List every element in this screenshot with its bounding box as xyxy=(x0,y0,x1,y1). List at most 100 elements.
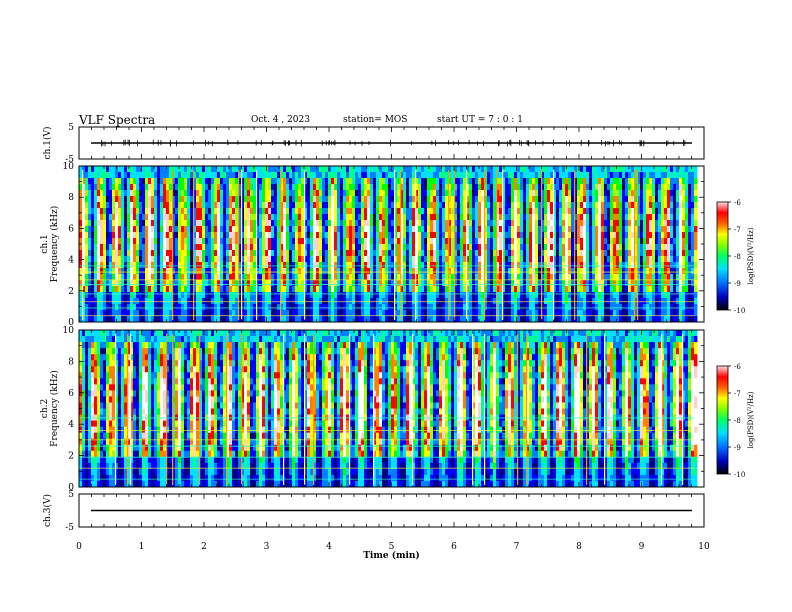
spectrogram-cell xyxy=(307,286,311,293)
spectrogram-cell xyxy=(91,292,95,299)
spectrogram-cell xyxy=(421,298,425,305)
spectrogram-cell xyxy=(304,166,308,173)
spectrogram-cell xyxy=(562,184,566,191)
spectrogram-cell xyxy=(541,232,545,239)
spectrogram-cell xyxy=(319,208,323,215)
spectrogram-cell xyxy=(133,304,137,311)
spectrogram-cell xyxy=(340,166,344,173)
spectrogram-cell xyxy=(163,172,167,179)
spectrogram-cell xyxy=(115,232,119,239)
spectrogram-cell xyxy=(646,274,650,281)
spectrogram-cell xyxy=(520,268,524,275)
spectrogram-cell xyxy=(181,226,185,233)
spectrogram-cell xyxy=(277,304,281,311)
spectrogram-cell xyxy=(544,286,548,293)
spectrogram-cell xyxy=(274,280,278,287)
spectrogram-cell xyxy=(565,280,569,287)
spectrogram-cell xyxy=(631,196,635,203)
spectrogram-cell xyxy=(598,256,602,263)
spectrogram-cell xyxy=(328,286,332,293)
spectrogram-cell xyxy=(619,184,623,191)
spectrogram-cell xyxy=(643,202,647,209)
spectrogram-cell xyxy=(511,220,515,227)
spectrogram-cell xyxy=(202,226,206,233)
spectrogram-cell xyxy=(184,244,188,251)
spectrogram-cell xyxy=(238,190,242,197)
spectrogram-cell xyxy=(184,256,188,263)
spectrogram-cell xyxy=(364,304,368,311)
spectrogram-cell xyxy=(202,274,206,281)
spectrogram-cell xyxy=(436,244,440,251)
spectrogram-cell xyxy=(448,250,452,257)
spectrogram-cell xyxy=(550,232,554,239)
spectrogram-cell xyxy=(181,310,185,317)
spectrogram-cell xyxy=(223,250,227,257)
spectrogram-cell xyxy=(610,238,614,245)
spectrogram-cell xyxy=(544,220,548,227)
spectrogram-cell xyxy=(418,202,422,209)
spectrogram-cell xyxy=(526,172,530,179)
spectrogram-cell xyxy=(112,292,116,299)
spectrogram-cell xyxy=(103,202,107,209)
spectrogram-cell xyxy=(451,310,455,317)
spectrogram-cell xyxy=(574,286,578,293)
spectrogram-cell xyxy=(271,298,275,305)
spectrogram-cell xyxy=(343,226,347,233)
spectrogram-cell xyxy=(370,262,374,269)
spectrogram-cell xyxy=(529,208,533,215)
spectrogram-cell xyxy=(526,256,530,263)
spectrogram-cell xyxy=(343,208,347,215)
spectrogram-cell xyxy=(523,256,527,263)
spectrogram-cell xyxy=(460,292,464,299)
spectrogram-cell xyxy=(229,298,233,305)
spectrogram-cell xyxy=(142,274,146,281)
spectrogram-cell xyxy=(481,226,485,233)
spectrogram-cell xyxy=(430,178,434,185)
spectrogram-cell xyxy=(469,214,473,221)
spectrogram-cell xyxy=(301,268,305,275)
spectrogram-cell xyxy=(184,298,188,305)
spectrogram-cell xyxy=(190,184,194,191)
spectrogram-cell xyxy=(529,262,533,269)
spectrogram-cell xyxy=(388,286,392,293)
spectrogram-cell xyxy=(313,196,317,203)
spectrogram-cell xyxy=(286,316,290,323)
spectrogram-cell xyxy=(97,232,101,239)
spectrogram-cell xyxy=(313,256,317,263)
spectrogram-cell xyxy=(373,244,377,251)
spectrogram-cell xyxy=(439,220,443,227)
spectrogram-cell xyxy=(190,244,194,251)
spectrogram-cell xyxy=(352,232,356,239)
spectrogram-cell xyxy=(229,178,233,185)
spectrogram-cell xyxy=(301,280,305,287)
spectrogram-cell xyxy=(499,268,503,275)
spectrogram-cell xyxy=(565,190,569,197)
spectrogram-cell xyxy=(394,220,398,227)
spectrogram-cell xyxy=(292,256,296,263)
spectrogram-cell xyxy=(112,220,116,227)
spectrogram-cell xyxy=(442,166,446,173)
spectrogram-cell xyxy=(442,310,446,317)
spectrogram-cell xyxy=(406,274,410,281)
spectrogram-cell xyxy=(469,172,473,179)
spectrogram-cell xyxy=(379,202,383,209)
spectrogram-cell xyxy=(514,310,518,317)
spectrogram-cell xyxy=(403,310,407,317)
spectrogram-cell xyxy=(295,292,299,299)
spectrogram-cell xyxy=(520,244,524,251)
spectrogram-cell xyxy=(505,286,509,293)
spectrogram-cell xyxy=(445,190,449,197)
spectrogram-cell xyxy=(526,190,530,197)
spectrogram-cell xyxy=(79,226,83,233)
spectrogram-cell xyxy=(82,244,86,251)
spectrogram-cell xyxy=(229,274,233,281)
spectrogram-cell xyxy=(361,172,365,179)
spectrogram-cell xyxy=(640,220,644,227)
spectrogram-cell xyxy=(514,190,518,197)
spectrogram-cell xyxy=(514,304,518,311)
spectrogram-cell xyxy=(130,226,134,233)
spectrogram-cell xyxy=(157,220,161,227)
spectrogram-cell xyxy=(259,262,263,269)
spectrogram-cell xyxy=(202,196,206,203)
spectrogram-cell xyxy=(499,244,503,251)
